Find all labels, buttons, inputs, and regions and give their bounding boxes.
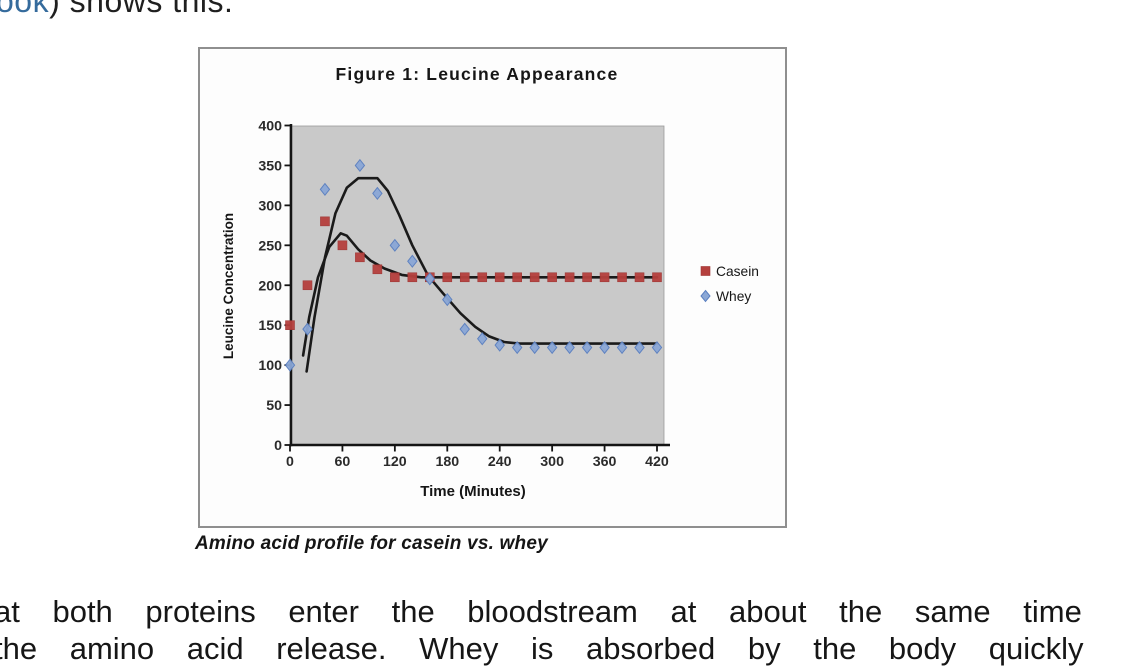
y-axis-title: Leucine Concentration	[221, 213, 236, 359]
whey-point	[302, 322, 313, 336]
y-tick-label: 400	[258, 119, 282, 135]
casein-point	[512, 272, 522, 283]
trend-line-whey	[305, 176, 659, 373]
whey-point	[564, 340, 575, 355]
plot-area	[289, 125, 665, 446]
y-tick-label: 150	[258, 318, 282, 334]
casein-point	[372, 264, 383, 275]
casein-point	[599, 272, 610, 283]
whey-point	[476, 332, 488, 346]
casein-point	[529, 272, 540, 283]
casein-point	[582, 272, 592, 283]
legend-casein-marker	[700, 266, 711, 276]
casein-point	[337, 240, 348, 251]
x-tick-label: 240	[488, 454, 512, 470]
casein-point	[355, 252, 365, 263]
casein-point	[477, 272, 488, 283]
casein-point	[390, 272, 400, 283]
casein-point	[494, 272, 505, 283]
x-tick-label: 300	[540, 454, 564, 470]
figure-caption: Amino acid profile for casein vs. whey	[195, 533, 548, 554]
y-tick-label: 250	[258, 238, 282, 254]
y-tick-label: 50	[266, 398, 282, 414]
x-tick-label: 0	[286, 454, 294, 470]
whey-point	[546, 340, 558, 355]
x-tick-label: 60	[335, 454, 351, 470]
chart-title: Figure 1: Leucine Appearance	[336, 64, 619, 84]
whey-point	[634, 340, 645, 355]
whey-point	[581, 340, 593, 355]
body-line-2: the amino acid release. Whey is absorbed…	[0, 631, 1084, 666]
leucine-chart-svg: 0 50 100 150 200 250 300 350 400 0 60 120 180 240 300 3…	[221, 64, 759, 500]
y-tick-label: 350	[258, 158, 282, 174]
x-tick-label: 180	[435, 454, 459, 470]
whey-point	[372, 186, 383, 200]
top-text-fragment: ) shows this:	[49, 0, 234, 19]
y-tick-label: 0	[274, 438, 282, 454]
whey-point	[651, 340, 663, 355]
whey-point	[442, 293, 453, 307]
y-tick-label: 300	[258, 198, 282, 214]
whey-point	[529, 340, 540, 355]
whey-point	[599, 340, 610, 355]
whey-point	[494, 338, 505, 352]
casein-point	[302, 280, 313, 291]
body-paragraph: at both proteins enter the bloodstream a…	[0, 593, 1136, 667]
whey-point	[616, 340, 628, 355]
body-line-1: at both proteins enter the bloodstream a…	[0, 594, 1082, 629]
casein-point	[285, 320, 295, 330]
whey-point	[284, 358, 296, 372]
whey-point	[407, 254, 418, 268]
x-tick-label: 120	[383, 454, 407, 470]
top-link-fragment[interactable]: ook	[0, 0, 50, 19]
whey-point	[319, 182, 331, 197]
casein-point	[634, 272, 645, 283]
legend-whey-marker	[700, 289, 711, 303]
whey-point	[459, 322, 471, 336]
casein-point	[320, 216, 330, 227]
casein-point	[442, 272, 453, 283]
casein-point	[459, 272, 470, 283]
trend-line-casein	[301, 232, 659, 357]
whey-point	[354, 158, 366, 173]
figure-1-leucine-chart: 0 50 100 150 200 250 300 350 400 0 60 120 180 240 300 3…	[198, 47, 787, 528]
x-tick-label: 420	[645, 454, 669, 470]
casein-point	[407, 272, 418, 283]
casein-point	[617, 272, 627, 283]
whey-point	[511, 340, 523, 355]
casein-point	[564, 272, 575, 283]
top-cutoff-text: ook) shows this:	[0, 0, 233, 20]
x-tick-label: 360	[593, 454, 617, 470]
y-tick-label: 100	[258, 358, 282, 374]
whey-point	[389, 238, 401, 252]
casein-point	[652, 272, 662, 283]
legend-label-whey: Whey	[716, 289, 751, 304]
legend-label-casein: Casein	[716, 264, 759, 279]
y-tick-label: 200	[258, 278, 282, 294]
casein-point	[547, 272, 557, 283]
whey-point	[424, 272, 436, 286]
x-axis-title: Time (Minutes)	[420, 483, 526, 500]
